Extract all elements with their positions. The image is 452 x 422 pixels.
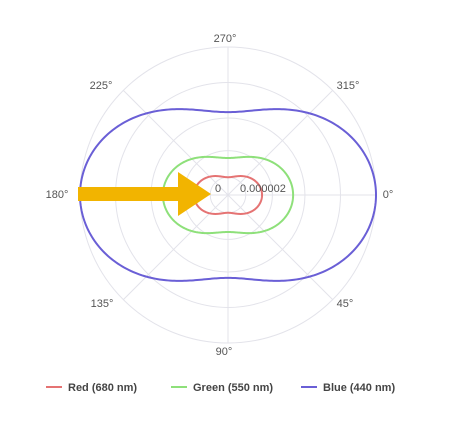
annotation-layer [78, 172, 211, 216]
angle-tick-label: 90° [216, 346, 233, 358]
legend-label-1: Red (680 nm) [68, 382, 137, 394]
annotation-arrow [78, 172, 211, 216]
angle-tick-label: 135° [91, 298, 114, 310]
legend-label-3: Blue (440 nm) [323, 382, 395, 394]
angle-tick-label: 270° [214, 33, 237, 45]
angle-tick-label: 180° [46, 189, 69, 201]
radial-tick-label: 0 [215, 183, 221, 195]
angle-tick-label: 45° [337, 298, 354, 310]
radial-tick-label: 0.000002 [240, 183, 286, 195]
grid-spoke-4 [122, 194, 229, 301]
axis-labels: 270° 315° 0° 45° 90° 135° 180° 225° 0 0.000002 [46, 33, 394, 358]
grid-spoke-6 [122, 89, 229, 196]
grid-spoke-8 [227, 89, 334, 196]
angle-tick-label: 315° [337, 80, 360, 92]
grid-spoke-2 [227, 194, 334, 301]
angle-tick-label: 0° [383, 189, 394, 201]
angle-tick-label: 225° [90, 80, 113, 92]
legend: Red (680 nm) Green (550 nm) Blue (440 nm) [46, 382, 395, 394]
legend-label-2: Green (550 nm) [193, 382, 273, 394]
